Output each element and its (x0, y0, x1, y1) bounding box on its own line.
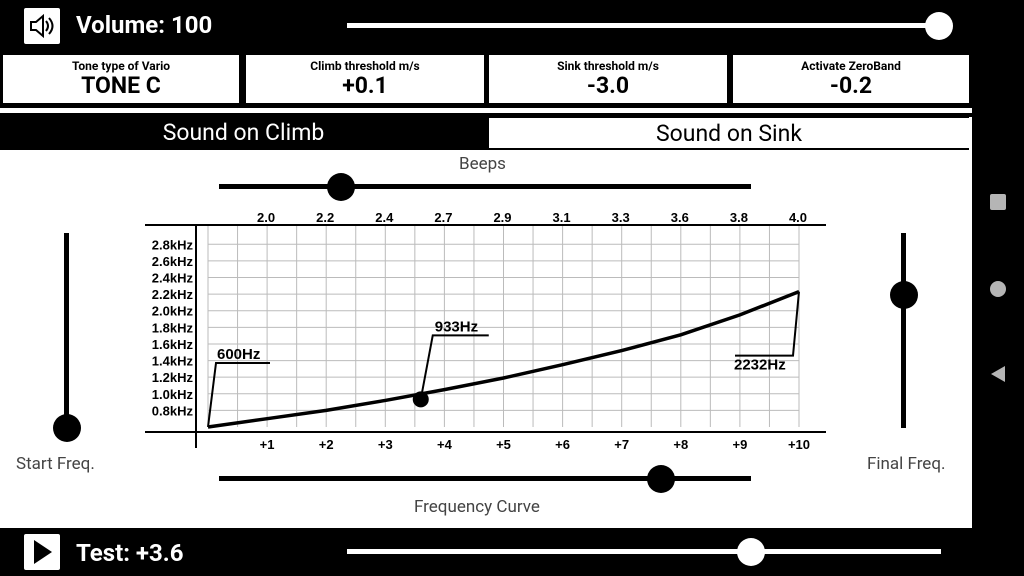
y-tick-label: 1.8kHz (152, 320, 194, 335)
bottom-tick-label: +3 (378, 437, 393, 452)
sink-threshold-label: Sink threshold m/s (557, 59, 659, 73)
bottom-tick-label: +9 (732, 437, 747, 452)
sink-threshold-value: -3.0 (586, 72, 630, 99)
top-tick-label: 3.8 (730, 210, 748, 225)
y-tick-label: 2.6kHz (152, 254, 194, 269)
speaker-icon[interactable] (24, 8, 60, 44)
top-bar: Volume: 100 (0, 0, 972, 50)
sink-threshold-box[interactable]: Sink threshold m/s -3.0 (489, 55, 727, 103)
top-tick-label: 3.6 (671, 210, 689, 225)
bottom-tick-label: +10 (788, 437, 810, 452)
top-tick-label: 2.9 (493, 210, 511, 225)
back-button[interactable] (990, 365, 1006, 383)
y-tick-label: 1.6kHz (152, 337, 194, 352)
top-tick-label: 2.2 (316, 210, 334, 225)
tone-type-value: TONE C (81, 72, 161, 99)
start-freq-value-label: 600Hz (217, 346, 260, 363)
tone-type-label: Tone type of Vario (71, 59, 171, 73)
y-tick-label: 2.2kHz (152, 287, 194, 302)
start-freq-label: Start Freq. (16, 454, 95, 474)
y-tick-label: 2.8kHz (152, 237, 194, 252)
zeroband-value: -0.2 (829, 72, 873, 99)
tone-type-box[interactable]: Tone type of Vario TONE C (3, 55, 239, 103)
home-button[interactable] (990, 281, 1006, 297)
y-tick-label: 1.4kHz (152, 354, 194, 369)
volume-slider-track[interactable] (347, 23, 937, 28)
top-tick-label: 2.4 (375, 210, 394, 225)
tab-sound-on-climb[interactable]: Sound on Climb (0, 117, 487, 149)
climb-threshold-value: +0.1 (342, 72, 388, 99)
bottom-tick-label: +5 (496, 437, 511, 452)
top-tick-label: 2.0 (257, 210, 275, 225)
zeroband-label: Activate ZeroBand (801, 59, 901, 73)
bottom-tick-label: +7 (614, 437, 629, 452)
test-label: Test: +3.6 (76, 539, 184, 567)
bottom-tick-label: +6 (555, 437, 570, 452)
bottom-tick-label: +2 (319, 437, 334, 452)
bottom-tick-label: +4 (437, 437, 453, 452)
climb-threshold-label: Climb threshold m/s (310, 59, 420, 73)
final-freq-value-label: 2232Hz (734, 357, 786, 374)
volume-slider-thumb[interactable] (925, 12, 953, 40)
top-tick-label: 3.3 (612, 210, 630, 225)
start-label-leader (207, 362, 270, 428)
y-tick-label: 0.8kHz (152, 403, 194, 418)
beeps-slider-track[interactable] (219, 184, 751, 189)
y-tick-label: 2.4kHz (152, 271, 194, 286)
start-freq-slider-track[interactable] (64, 233, 69, 428)
test-slider-thumb[interactable] (736, 538, 765, 566)
y-tick-label: 2.0kHz (152, 304, 194, 319)
test-slider-track[interactable] (347, 549, 941, 554)
final-freq-slider-thumb[interactable] (890, 281, 918, 310)
frequency-curve-line (207, 290, 800, 429)
y-tick-label: 1.2kHz (152, 370, 194, 385)
frequency-curve-slider-track[interactable] (219, 476, 751, 481)
zeroband-box[interactable]: Activate ZeroBand -0.2 (733, 55, 969, 103)
volume-label: Volume: 100 (76, 11, 213, 39)
marker-value-label: 933Hz (435, 318, 478, 335)
frequency-curve-label: Frequency Curve (414, 497, 540, 517)
marker-leader (419, 334, 489, 400)
beeps-label: Beeps (459, 154, 506, 174)
start-freq-slider-thumb[interactable] (53, 414, 81, 442)
play-icon[interactable] (24, 534, 60, 570)
top-tick-label: 2.7 (434, 210, 452, 225)
end-label-leader (735, 291, 800, 357)
test-marker-dot (412, 391, 429, 408)
main-panel (0, 150, 972, 528)
y-tick-label: 1.0kHz (152, 387, 194, 402)
tab-sound-on-sink[interactable]: Sound on Sink (488, 117, 970, 149)
final-freq-label: Final Freq. (867, 454, 946, 474)
final-freq-slider-track[interactable] (901, 233, 906, 428)
top-tick-label: 4.0 (789, 210, 807, 225)
bottom-tick-label: +8 (673, 437, 688, 452)
beeps-slider-thumb[interactable] (327, 173, 356, 201)
recents-button[interactable] (990, 194, 1006, 210)
bottom-tick-label: +1 (260, 437, 275, 452)
divider (0, 108, 972, 113)
frequency-curve-slider-thumb[interactable] (646, 465, 675, 493)
climb-threshold-box[interactable]: Climb threshold m/s +0.1 (246, 55, 484, 103)
top-tick-label: 3.1 (553, 210, 571, 225)
